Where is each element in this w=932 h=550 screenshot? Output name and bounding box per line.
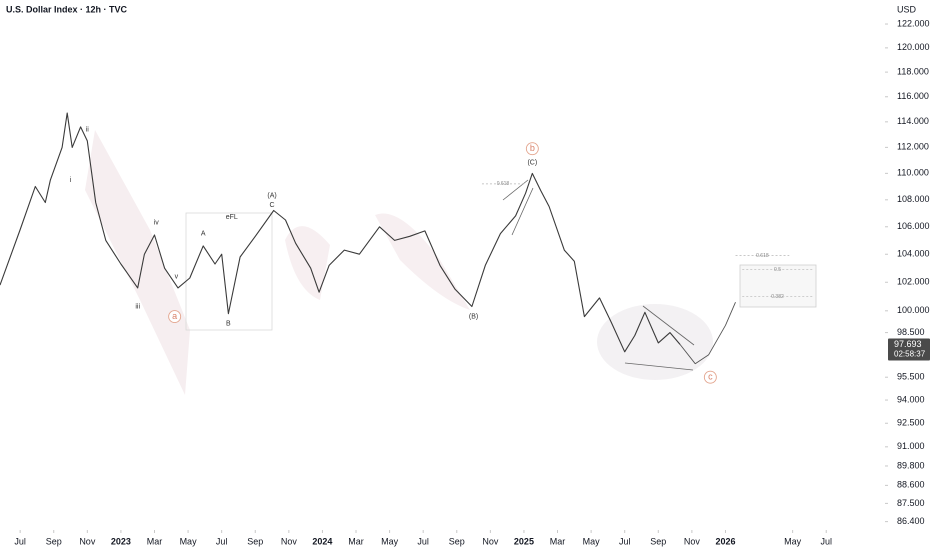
target-box	[739, 264, 817, 308]
fib-label: 0.382	[771, 294, 784, 300]
chart-title: U.S. Dollar Index · 12h · TVC	[6, 4, 128, 14]
x-tick-label: 2026	[715, 536, 735, 546]
y-tick-label: 110.000	[897, 168, 929, 178]
wave-label: i	[70, 177, 72, 184]
y-tick-label: 88.600	[897, 480, 925, 490]
x-tick-label: Mar	[550, 536, 566, 546]
x-tick-label: Nov	[79, 536, 96, 546]
y-tick-label: 116.000	[897, 91, 929, 101]
x-tick-label: Mar	[147, 536, 163, 546]
wave-label: v	[175, 273, 179, 280]
y-tick-label: 87.500	[897, 498, 925, 508]
y-tick-label: 100.000	[897, 305, 930, 315]
y-tick-label: 95.500	[897, 372, 925, 382]
y-tick-label: 114.000	[897, 116, 929, 126]
wave-label: C	[270, 202, 275, 209]
wave-label: (B)	[469, 313, 478, 320]
last-price-label: 97.693	[894, 339, 922, 349]
y-tick-label: 118.000	[897, 66, 929, 76]
x-tick-label: 2023	[111, 536, 131, 546]
y-tick-label: 92.500	[897, 418, 925, 428]
y-tick-label: 108.000	[897, 194, 930, 204]
x-tick-label: Sep	[449, 536, 465, 546]
fib-label: 0.618	[497, 181, 510, 187]
last-price-tag	[888, 338, 930, 361]
range-box	[185, 212, 273, 331]
wave-label: c	[708, 372, 713, 382]
wave-label: iii	[135, 303, 140, 310]
x-tick-label: Nov	[482, 536, 499, 546]
triangle-line	[624, 362, 694, 371]
x-tick-label: Jul	[619, 536, 631, 546]
wave-label: B	[226, 321, 231, 328]
wave-circle	[168, 310, 182, 324]
price-line	[0, 112, 681, 353]
y-tick-label: 112.000	[897, 142, 929, 152]
y-tick-label: 86.400	[897, 516, 925, 526]
x-tick-label: Sep	[46, 536, 62, 546]
wave-circle	[703, 370, 717, 384]
fib-label: 0.618	[756, 253, 769, 259]
wave-label: A	[201, 230, 206, 237]
y-tick-label: 104.000	[897, 249, 930, 259]
y-tick-label: 89.800	[897, 460, 925, 470]
triangle-line	[642, 305, 695, 346]
wave-label: (C)	[527, 160, 537, 167]
wave-circle	[525, 142, 539, 156]
zone-shade	[597, 304, 713, 380]
countdown-label: 02:58:37	[894, 350, 926, 359]
fib-label: 0.5	[774, 267, 781, 273]
wave-label: iv	[154, 220, 160, 227]
x-tick-label: Jul	[820, 536, 832, 546]
wedge-line	[502, 179, 529, 201]
x-tick-label: Jul	[216, 536, 228, 546]
plot-area: 0.6180.6180.50.382iiiiiiivvaABeFLC(A)(B)…	[0, 112, 813, 384]
y-tick-label: 106.000	[897, 221, 930, 231]
y-tick-label: 102.000	[897, 277, 930, 287]
x-tick-label: May	[784, 536, 802, 546]
x-tick-label: May	[583, 536, 601, 546]
x-tick-label: May	[381, 536, 399, 546]
x-tick-label: Sep	[247, 536, 263, 546]
x-tick-label: Mar	[348, 536, 364, 546]
y-tick-label: 91.000	[897, 441, 925, 451]
x-tick-label: May	[180, 536, 198, 546]
currency-label: USD	[897, 4, 917, 14]
x-tick-label: Jul	[14, 536, 26, 546]
x-tick-label: 2025	[514, 536, 534, 546]
channel-shade	[375, 213, 470, 310]
channel-shade	[85, 130, 190, 395]
price-line	[679, 302, 736, 365]
wave-label: (A)	[267, 193, 276, 200]
y-tick-label: 122.000	[897, 18, 930, 28]
x-tick-label: Jul	[417, 536, 429, 546]
x-tick-label: Nov	[281, 536, 298, 546]
x-tick-label: Sep	[650, 536, 666, 546]
wave-label: eFL	[226, 214, 238, 221]
x-tick-label: Nov	[684, 536, 701, 546]
wedge-line	[511, 187, 534, 236]
axes: 122.000 120.000 118.000 116.000 114.000 112.0…	[14, 18, 930, 546]
wave-label: a	[172, 311, 177, 321]
y-tick-label: 120.000	[897, 42, 930, 52]
y-tick-label: 94.000	[897, 394, 925, 404]
wave-label: ii	[86, 126, 90, 133]
x-tick-label: 2024	[312, 536, 332, 546]
wave-label: b	[530, 143, 535, 153]
y-tick-label: 98.500	[897, 327, 925, 337]
